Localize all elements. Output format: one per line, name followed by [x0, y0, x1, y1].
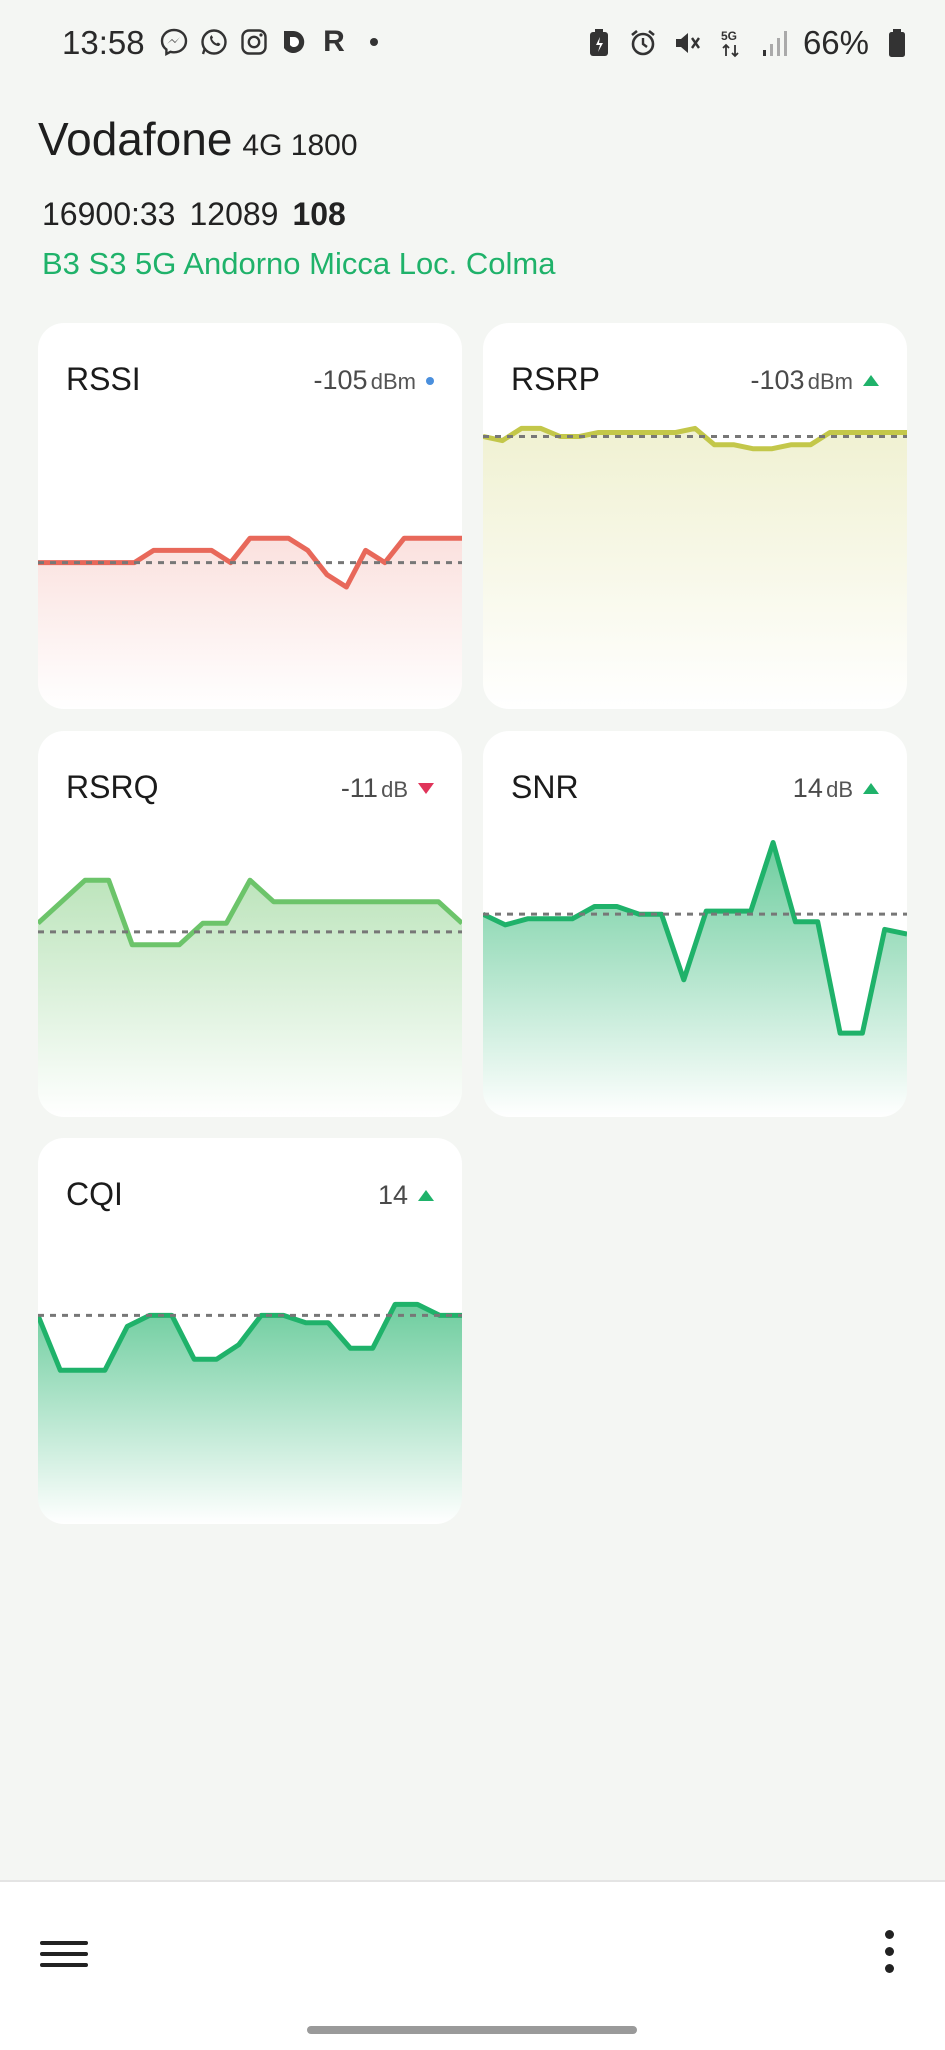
cqi-chart: [38, 1301, 462, 1524]
cqi-value: 14: [378, 1180, 434, 1211]
rsrp-card[interactable]: RSRP -103 dBm: [483, 323, 907, 709]
status-bar: 13:58 R 5G 66%: [0, 0, 945, 90]
rsrq-title: RSRQ: [66, 769, 159, 805]
rssi-unit: dBm: [370, 369, 416, 394]
trend-down-icon: [418, 783, 434, 794]
snr-title: SNR: [511, 769, 579, 805]
rssi-series-line: [38, 535, 462, 590]
rsrp-unit: dBm: [807, 369, 853, 394]
whatsapp-icon: [198, 26, 230, 58]
trend-up-icon: [863, 783, 879, 794]
rsrq-value-number: -11: [340, 773, 378, 803]
cqi-value-number: 14: [377, 1180, 408, 1210]
trend-up-icon: [418, 1190, 434, 1201]
bixby-icon: [278, 26, 310, 58]
snr-value: 14 dB: [793, 773, 879, 804]
rssi-title: RSSI: [66, 361, 141, 397]
alarm-icon: [627, 27, 659, 59]
battery-percentage: 66%: [802, 24, 869, 61]
cqi-title: CQI: [66, 1176, 123, 1212]
operator-name: Vodafone: [38, 113, 233, 165]
instagram-icon: [238, 26, 270, 58]
network-badge-text: 5G: [721, 29, 737, 43]
rsrq-card[interactable]: RSRQ -11 dB: [38, 731, 462, 1117]
rsrp-series-line: [483, 425, 907, 452]
snr-value-number: 14: [792, 773, 823, 803]
rssi-card[interactable]: RSSI -105 dBm: [38, 323, 462, 709]
neutral-dot-icon: [426, 376, 434, 385]
site-name: B3 S3 5G Andorno Micca Loc. Colma: [42, 246, 556, 281]
r-app-icon: R: [323, 25, 345, 58]
cell-id: 16900:33: [42, 196, 176, 232]
rsrq-unit: dB: [381, 777, 408, 802]
battery-icon: [881, 27, 913, 59]
snr-card[interactable]: SNR 14 dB: [483, 731, 907, 1117]
battery-saver-icon: [583, 27, 615, 59]
cqi-card[interactable]: CQI 14: [38, 1138, 462, 1524]
pci: 108: [292, 196, 346, 232]
rsrp-value: -103 dBm: [750, 365, 879, 396]
home-indicator[interactable]: [307, 2026, 637, 2034]
technology-band: 4G 1800: [242, 129, 358, 162]
messenger-icon: [158, 26, 190, 58]
system-icons: 5G 66%: [583, 24, 913, 62]
snr-unit: dB: [826, 777, 853, 802]
rsrq-value: -11 dB: [341, 773, 434, 804]
dot-icon: [358, 26, 390, 58]
rssi-value-number: -105: [313, 365, 368, 395]
status-time: 13:58: [62, 24, 145, 61]
signal-icon: [759, 27, 791, 59]
rssi-area-fill: [38, 538, 462, 709]
snr-series-line: [483, 840, 907, 1036]
bottom-app-bar: [0, 1880, 945, 2050]
snr-area-fill: [483, 842, 907, 1117]
rsrp-value-number: -103: [750, 365, 805, 395]
snr-chart: [483, 840, 907, 1117]
trend-up-icon: [863, 375, 879, 386]
hamburger-menu-icon[interactable]: [40, 1934, 88, 1978]
rssi-chart: [38, 535, 462, 709]
cqi-area-fill: [38, 1304, 462, 1524]
more-vertical-icon[interactable]: [877, 1930, 901, 1982]
rsrp-chart: [483, 425, 907, 709]
cell-identifiers: 16900:33 12089 108: [42, 196, 346, 233]
tac: 12089: [189, 196, 279, 232]
rsrq-series-line: [38, 877, 462, 948]
cqi-series-line: [38, 1301, 462, 1373]
5g-icon: 5G: [715, 27, 747, 59]
rsrq-area-fill: [38, 880, 462, 1117]
operator-line: Vodafone 4G 1800: [38, 112, 358, 166]
rsrp-title: RSRP: [511, 361, 600, 397]
rsrq-chart: [38, 877, 462, 1117]
mute-icon: [671, 27, 703, 59]
rsrp-area-fill: [483, 428, 907, 709]
notification-icons: R: [158, 25, 390, 58]
rssi-value: -105 dBm: [313, 365, 434, 396]
